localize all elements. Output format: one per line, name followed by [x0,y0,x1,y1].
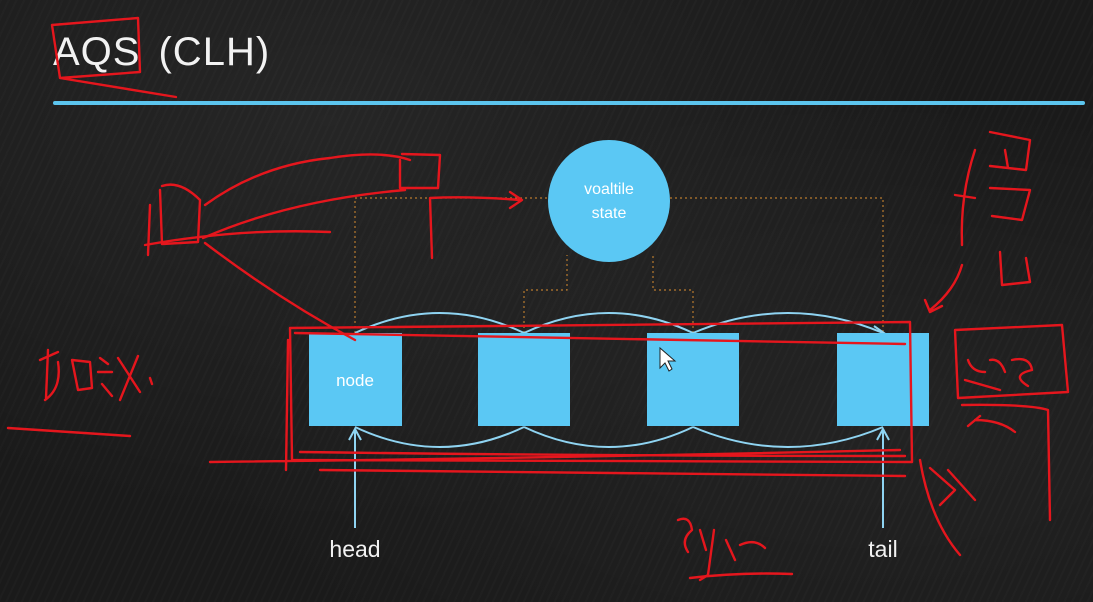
ink-right-brace [953,148,977,247]
queue-node-label: node [336,371,374,390]
tail-label: tail [868,536,897,562]
pointers [348,426,890,528]
ink-cas-arrows [960,378,1052,522]
queue-node-tail [837,333,929,426]
ink-jiasuo [38,348,154,402]
node-links [354,312,886,448]
head-label: head [329,536,380,562]
ink-sync [676,517,767,582]
red-ink-annotations [6,16,1070,582]
ink-queue-box [208,320,914,478]
state-label-line2: state [592,205,627,222]
ink-cas-box [953,323,1070,400]
mouse-cursor-icon [659,346,677,372]
state-circle [548,140,670,262]
connector-outer [354,197,884,333]
queue-nodes: node [309,333,929,426]
connector-node3 [652,255,694,333]
connector-node2 [523,255,568,333]
title-main: AQS [53,30,141,74]
tail-pointer-arrowhead [876,426,890,441]
state-circle-group: voaltile state [548,140,670,262]
state-label-line1: voaltile [584,181,634,198]
link-top-1 [354,312,525,334]
ink-aqs-box [50,16,178,99]
ink-lock-lines [143,230,332,247]
queue-node-3 [647,333,739,426]
queue-node-2 [478,333,570,426]
link-bottom-1 [354,426,525,448]
queue-node-head [309,333,402,426]
slide-title: AQS (CLH) [53,30,270,75]
link-top-2 [523,312,694,334]
state-connectors [354,197,884,333]
ink-sync-underline [688,572,794,580]
title-sub: (CLH) [158,30,271,74]
ink-lock-sketch [146,152,442,257]
ink-right-letters [988,130,1032,287]
ink-lock-to-node [203,241,357,342]
ink-arrow-to-state [428,190,524,260]
link-bottom-2 [523,426,694,448]
link-bottom-3 [692,426,884,448]
ink-bottom-right [918,458,977,557]
ink-queue-lines [293,331,907,458]
head-pointer-arrowhead [348,426,362,441]
title-underline [53,101,1085,105]
ink-arrow-down [923,263,964,314]
ink-jiasuo-underline [6,426,132,438]
